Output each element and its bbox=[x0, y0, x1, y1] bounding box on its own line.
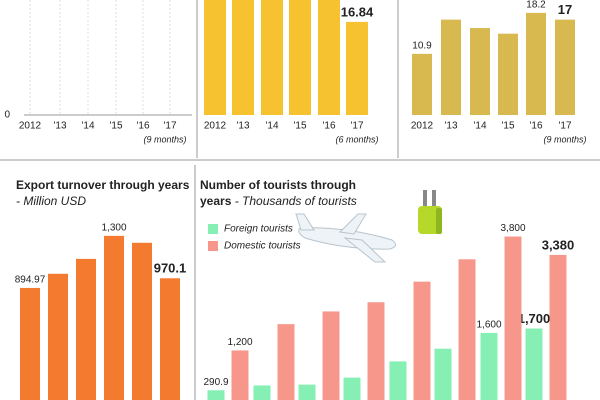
x-tick-label: '17 bbox=[558, 121, 571, 132]
subtitle: - Thousands of tourists bbox=[234, 194, 357, 208]
value-label: 290.9 bbox=[203, 377, 228, 388]
bar bbox=[277, 324, 295, 400]
value-label: 3,800 bbox=[500, 223, 525, 234]
x-tick-label: '13 bbox=[236, 121, 249, 132]
bar bbox=[458, 259, 476, 400]
value-label: 1,200 bbox=[227, 337, 252, 348]
bar bbox=[480, 332, 498, 400]
subtitle: - Million USD bbox=[16, 194, 87, 208]
bar bbox=[412, 53, 432, 115]
tourist-title: Number of tourists through years - Thous… bbox=[200, 177, 380, 209]
bar bbox=[289, 0, 311, 115]
bar bbox=[434, 348, 452, 400]
bar bbox=[231, 350, 249, 400]
bar bbox=[207, 390, 225, 400]
bar bbox=[555, 19, 575, 115]
bar bbox=[389, 361, 407, 400]
bar bbox=[104, 235, 124, 400]
footnote: (6 months) bbox=[335, 134, 378, 144]
bar bbox=[322, 311, 340, 400]
bar bbox=[232, 0, 254, 115]
airplane-icon bbox=[295, 213, 396, 263]
x-tick-label: '15 bbox=[109, 121, 122, 132]
x-tick-label: '17 bbox=[163, 121, 176, 132]
bar bbox=[160, 278, 180, 400]
legend-swatch bbox=[208, 224, 218, 234]
value-label: 17 bbox=[558, 2, 572, 17]
bar bbox=[343, 377, 361, 400]
value-label: 1,300 bbox=[101, 222, 126, 233]
x-tick-label: '17 bbox=[350, 121, 363, 132]
bar bbox=[253, 385, 271, 400]
bar bbox=[441, 19, 461, 115]
legend-label: Foreign tourists bbox=[224, 224, 293, 235]
x-tick-label: '14 bbox=[265, 121, 278, 132]
x-tick-label: '13 bbox=[444, 121, 457, 132]
bar bbox=[20, 287, 40, 400]
value-label: 10.9 bbox=[412, 40, 432, 51]
bar bbox=[525, 328, 543, 400]
bar bbox=[261, 0, 283, 115]
bar bbox=[504, 236, 522, 400]
title: Export turnover through years bbox=[16, 178, 190, 192]
bar bbox=[549, 254, 567, 400]
bar bbox=[318, 0, 340, 115]
value-label: 3,380 bbox=[542, 237, 575, 252]
bar bbox=[48, 273, 68, 400]
value-label: 1,600 bbox=[476, 320, 501, 331]
legend-swatch bbox=[208, 241, 218, 251]
value-label: 894.97 bbox=[15, 275, 46, 286]
x-tick-label: '16 bbox=[529, 121, 542, 132]
y-tick-label: 0 bbox=[4, 110, 10, 121]
bar bbox=[132, 242, 152, 400]
x-tick-label: 2012 bbox=[411, 121, 434, 132]
x-tick-label: '16 bbox=[322, 121, 335, 132]
x-tick-label: '15 bbox=[293, 121, 306, 132]
export-title: Export turnover through years - Million … bbox=[16, 177, 194, 209]
title: Number of tourists through years bbox=[200, 178, 356, 208]
value-label: 16.84 bbox=[341, 4, 374, 19]
x-tick-label: '14 bbox=[473, 121, 486, 132]
bar bbox=[204, 0, 226, 115]
x-tick-label: '16 bbox=[136, 121, 149, 132]
value-label: 970.1 bbox=[154, 261, 187, 276]
value-label: 18.2 bbox=[526, 0, 546, 11]
bar bbox=[413, 281, 431, 400]
value-label: 1,700 bbox=[518, 311, 551, 326]
suitcase-icon bbox=[418, 190, 442, 234]
footnote: (9 months) bbox=[543, 134, 586, 144]
legend-label: Domestic tourists bbox=[224, 241, 301, 252]
x-tick-label: '14 bbox=[81, 121, 94, 132]
bar bbox=[526, 12, 546, 116]
x-tick-label: 2012 bbox=[204, 121, 227, 132]
x-tick-label: 2012 bbox=[19, 121, 42, 132]
bar bbox=[367, 302, 385, 400]
footnote: (9 months) bbox=[143, 134, 186, 144]
bar bbox=[498, 33, 518, 115]
bar bbox=[298, 384, 316, 400]
bar bbox=[470, 28, 490, 115]
x-tick-label: '15 bbox=[501, 121, 514, 132]
bar bbox=[76, 258, 96, 400]
bar bbox=[346, 21, 368, 116]
x-tick-label: '13 bbox=[53, 121, 66, 132]
